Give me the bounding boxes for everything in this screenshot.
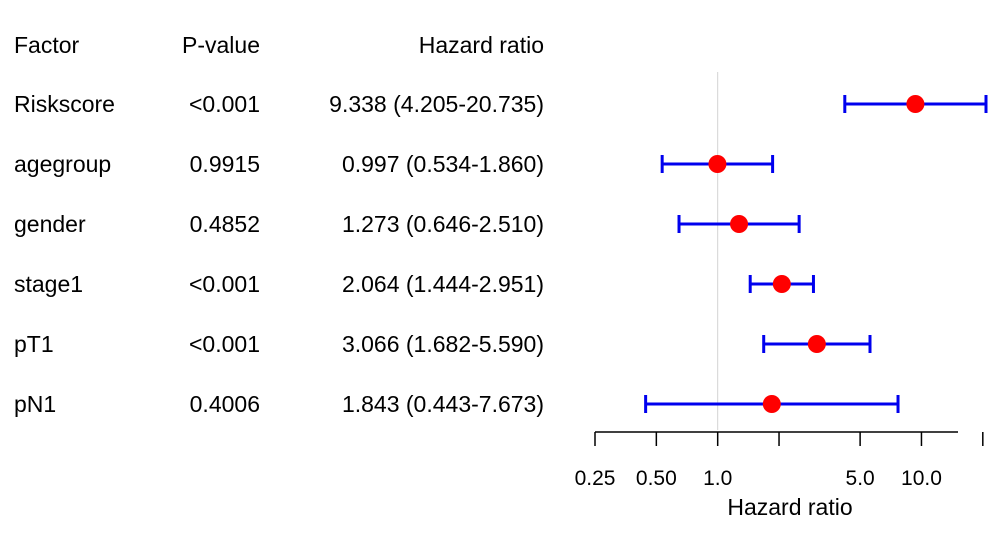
pvalue-cell: 0.9915	[190, 151, 260, 177]
factor-cell: stage1	[14, 271, 83, 297]
hazard-ratio-cell: 2.064 (1.444-2.951)	[342, 271, 544, 297]
hazard-ratio-cell: 1.843 (0.443-7.673)	[342, 391, 544, 417]
ci-row-riskscore	[843, 95, 988, 113]
header-pvalue: P-value	[182, 32, 260, 58]
hazard-ratio-cell: 3.066 (1.682-5.590)	[342, 331, 544, 357]
x-axis: 0.25 0.50 1.0 5.0 10.0	[575, 431, 984, 490]
factor-cell: gender	[14, 211, 86, 237]
table-row: stage1 <0.001 2.064 (1.444-2.951)	[14, 271, 544, 297]
hazard-point	[772, 275, 791, 293]
hazard-point	[906, 95, 925, 113]
factor-cell: agegroup	[14, 151, 111, 177]
hazard-ratio-cell: 0.997 (0.534-1.860)	[342, 151, 544, 177]
confidence-intervals	[644, 95, 988, 413]
factor-cell: pN1	[14, 391, 56, 417]
table-row: pN1 0.4006 1.843 (0.443-7.673)	[14, 391, 544, 417]
hazard-point	[730, 215, 749, 233]
x-axis-label: Hazard ratio	[727, 494, 852, 520]
table-body: Riskscore <0.001 9.338 (4.205-20.735) agegr…	[14, 91, 544, 417]
table-row: pT1 <0.001 3.066 (1.682-5.590)	[14, 331, 544, 357]
chart-area: 0.25 0.50 1.0 5.0 10.0 Hazard ratio	[575, 72, 988, 520]
pvalue-cell: 0.4852	[190, 211, 260, 237]
hazard-ratio-cell: 1.273 (0.646-2.510)	[342, 211, 544, 237]
table-row: agegroup 0.9915 0.997 (0.534-1.860)	[14, 151, 544, 177]
tick-label: 0.50	[636, 467, 677, 490]
hazard-ratio-cell: 9.338 (4.205-20.735)	[329, 91, 544, 117]
ci-row-pt1	[762, 335, 872, 353]
pvalue-cell: <0.001	[189, 271, 260, 297]
tick-label: 1.0	[703, 467, 732, 490]
hazard-point	[708, 155, 727, 173]
factor-cell: pT1	[14, 331, 54, 357]
ci-row-agegroup	[660, 155, 775, 173]
pvalue-cell: <0.001	[189, 91, 260, 117]
ci-row-gender	[677, 215, 801, 233]
hazard-point	[762, 395, 781, 413]
header-hazard-ratio: Hazard ratio	[419, 32, 544, 58]
ci-row-pn1	[644, 395, 900, 413]
tick-label: 10.0	[901, 467, 942, 490]
pvalue-cell: <0.001	[189, 331, 260, 357]
pvalue-cell: 0.4006	[190, 391, 260, 417]
tick-label: 0.25	[575, 467, 616, 490]
factor-cell: Riskscore	[14, 91, 115, 117]
tick-label: 5.0	[846, 467, 875, 490]
header-factor: Factor	[14, 32, 80, 58]
table-row: gender 0.4852 1.273 (0.646-2.510)	[14, 211, 544, 237]
hazard-point	[807, 335, 826, 353]
ci-row-stage1	[748, 275, 815, 293]
table-row: Riskscore <0.001 9.338 (4.205-20.735)	[14, 91, 544, 117]
